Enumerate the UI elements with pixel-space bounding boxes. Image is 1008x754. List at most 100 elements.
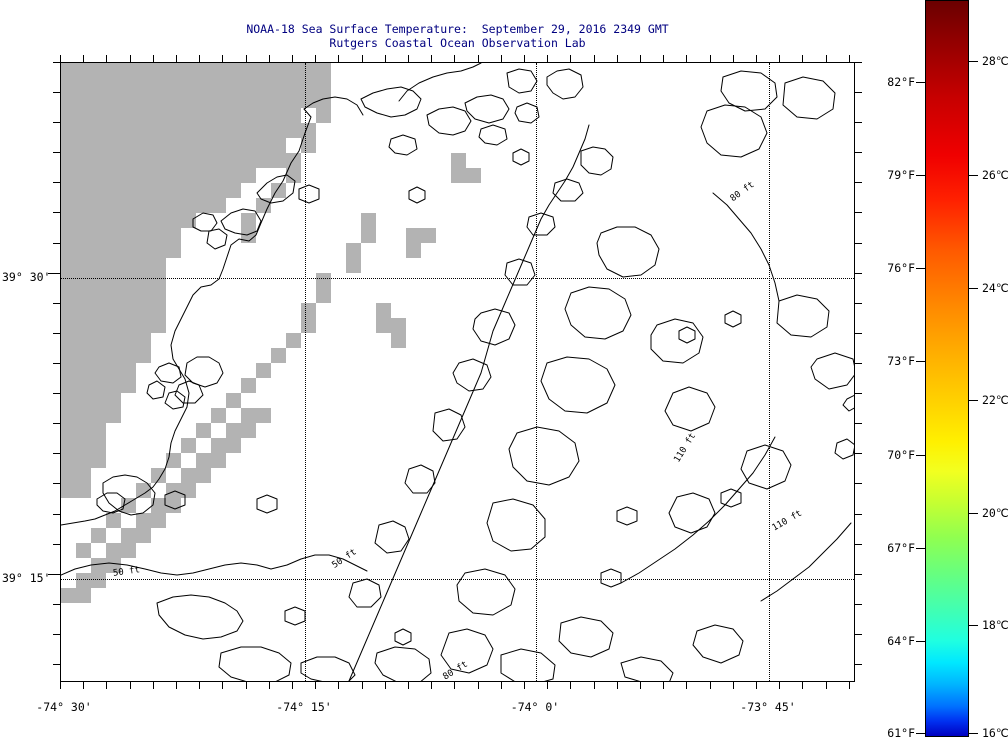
land-mask-cell: [61, 468, 91, 483]
colorbar-fahrenheit-tick: [916, 268, 925, 269]
land-mask-cell: [376, 318, 391, 333]
land-mask-cell: [151, 468, 166, 483]
x-axis-minor-tick: [408, 682, 409, 689]
land-mask-cell: [316, 93, 331, 108]
land-mask-cell: [76, 543, 91, 558]
land-mask-cell: [61, 363, 136, 378]
land-mask-cell: [316, 273, 331, 288]
y-axis-right-tick: [855, 604, 862, 605]
land-mask-cell: [211, 408, 226, 423]
cloudmask-shelf-band-south-7: [620, 656, 674, 681]
x-axis-minor-tick: [849, 682, 850, 689]
temperature-colorbar[interactable]: 28℃ 26℃ 24℃ 22℃ 20℃ 18℃ 16℃ 82°F 79°F 76°F 73°F 70°…: [887, 0, 1008, 740]
gridline-lat-39-30: [61, 278, 854, 279]
land-mask-cell: [451, 168, 466, 183]
y-axis-minor-tick: [53, 634, 60, 635]
x-axis-top-tick: [594, 55, 595, 62]
x-axis-minor-tick: [454, 682, 455, 689]
cloudmask-shelf-band-south-6: [558, 616, 614, 658]
x-axis-minor-tick: [60, 682, 61, 689]
land-mask-cell: [316, 288, 331, 303]
cloudmask-far-east-9: [668, 492, 716, 534]
y-axis-minor-tick: [53, 122, 60, 123]
colorbar-celsius-tick: [969, 400, 978, 401]
colorbar-fahrenheit-tick: [916, 455, 925, 456]
sst-map-panel[interactable]: 50 ft 50 ft 80 ft 80 ft 110 ft 110 ft: [60, 62, 855, 682]
land-mask-cell: [61, 393, 121, 408]
y-axis-minor-tick: [53, 393, 60, 394]
y-axis-minor-tick: [53, 62, 60, 63]
land-mask-cell: [61, 183, 241, 198]
land-mask-cell: [61, 198, 226, 213]
x-axis-top-tick: [269, 55, 270, 62]
y-axis-minor-tick: [53, 423, 60, 424]
cloudmask-contour-6: [388, 134, 418, 156]
gridline-lat-39-15: [61, 579, 854, 580]
x-axis-top-tick: [710, 55, 711, 62]
land-mask-cell: [361, 213, 376, 228]
x-axis-minor-tick: [686, 682, 687, 689]
cloudmask-spine-branch-h: [404, 464, 436, 494]
colorbar-fahrenheit-tick: [916, 361, 925, 362]
cloudmask-contour-5: [478, 124, 508, 146]
y-axis-right-tick: [855, 363, 862, 364]
land-mask-cell: [61, 168, 256, 183]
cloudmask-spine-branch-i: [374, 520, 410, 554]
coastline-bay-inner: [220, 208, 262, 236]
x-axis-minor-tick: [594, 682, 595, 689]
coastline-island-cluster-a: [184, 356, 224, 388]
cloudmask-shelf-band-south-2: [218, 646, 292, 681]
colorbar-celsius-label: 28℃: [982, 54, 1008, 68]
y-axis-right-tick: [855, 122, 862, 123]
land-mask-cell: [151, 513, 166, 528]
y-axis-right-tick: [855, 423, 862, 424]
colorbar-celsius-tick: [969, 61, 978, 62]
cloudmask-east-lobe-2: [564, 286, 632, 340]
cloudmask-slope-contour-80ft: [712, 192, 780, 302]
cloudmask-far-east-1: [700, 104, 768, 158]
x-axis-minor-tick: [826, 682, 827, 689]
gridline-lon-74-15: [305, 63, 306, 681]
y-axis-right-tick: [855, 634, 862, 635]
x-axis-minor-tick: [756, 682, 757, 689]
land-mask-cell: [406, 228, 421, 243]
title-line-secondary: Rutgers Coastal Ocean Observation Lab: [329, 36, 586, 50]
land-mask-cell: [61, 228, 181, 243]
y-axis-minor-tick: [53, 92, 60, 93]
cloudmask-contour-1: [398, 63, 482, 102]
cloudmask-spine-branch-b: [552, 178, 584, 202]
land-mask-cell: [271, 348, 286, 363]
x-axis-top-tick: [176, 55, 177, 62]
x-axis-top-tick: [106, 55, 107, 62]
land-mask-cell: [421, 228, 436, 243]
colorbar-celsius-label: 18℃: [982, 618, 1008, 632]
land-mask-cell: [61, 453, 106, 468]
y-axis-right-tick: [855, 393, 862, 394]
y-axis-right-tick: [855, 664, 862, 665]
gridline-lon-74-0: [536, 63, 537, 681]
cloudmask-contour-2: [360, 86, 422, 118]
x-axis-minor-tick: [640, 682, 641, 689]
x-axis-minor-tick: [547, 682, 548, 689]
x-axis-top-tick: [802, 55, 803, 62]
y-axis-major-tick: [48, 273, 60, 274]
cloudmask-isolated-1: [678, 326, 696, 344]
land-mask-cell: [466, 168, 481, 183]
land-mask-cell: [181, 483, 196, 498]
land-mask-cell: [451, 153, 466, 168]
cloudmask-far-east-7: [810, 352, 854, 390]
land-mask-cell: [61, 123, 301, 138]
cloudmask-isolated-5: [600, 568, 622, 588]
coastline-island-cluster-c: [154, 362, 182, 384]
land-mask-layer: [61, 63, 854, 681]
land-mask-cell: [61, 438, 106, 453]
land-mask-cell: [196, 423, 211, 438]
x-axis-top-tick: [199, 55, 200, 62]
land-mask-cell: [361, 228, 376, 243]
x-axis-top-tick: [617, 55, 618, 62]
cloudmask-contour-9: [514, 102, 540, 124]
land-mask-cell: [106, 543, 121, 558]
x-axis-minor-tick: [269, 682, 270, 689]
y-axis-right-tick: [855, 92, 862, 93]
y-axis-right-tick: [855, 212, 862, 213]
